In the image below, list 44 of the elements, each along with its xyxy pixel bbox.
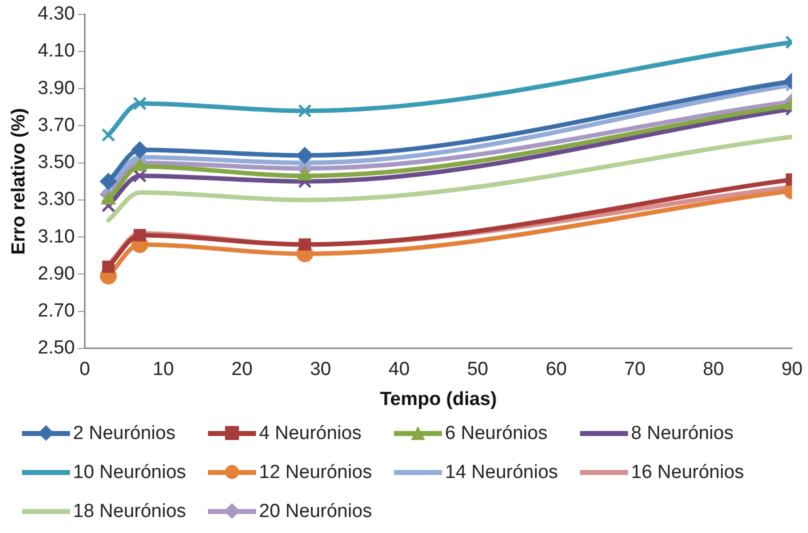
y-tick-label: 2.90 bbox=[38, 263, 75, 284]
x-axis-title: Tempo (dias) bbox=[380, 388, 497, 410]
point bbox=[296, 146, 314, 164]
y-axis-title: Erro relativo (%) bbox=[8, 108, 30, 255]
point bbox=[298, 156, 312, 170]
x-tick-label: 60 bbox=[546, 359, 567, 380]
legend-label: 6 Neurónios bbox=[445, 422, 548, 444]
legend-label: 20 Neurónios bbox=[259, 500, 372, 522]
point bbox=[101, 128, 116, 142]
y-tick-label: 2.70 bbox=[38, 300, 75, 322]
x-tick-label: 70 bbox=[624, 359, 646, 380]
point bbox=[102, 260, 115, 273]
x-tick-label: 30 bbox=[310, 359, 332, 380]
point bbox=[132, 96, 147, 110]
point bbox=[100, 172, 117, 190]
legend-label: 2 Neurónios bbox=[73, 422, 176, 444]
y-tick-label: 3.90 bbox=[38, 78, 75, 99]
x-tick-label: 20 bbox=[231, 359, 253, 380]
point bbox=[298, 104, 312, 118]
point bbox=[298, 238, 311, 251]
y-tick-label: 4.30 bbox=[38, 4, 75, 25]
legend-label: 18 Neurónios bbox=[73, 500, 186, 522]
y-tick-label: 3.70 bbox=[38, 114, 75, 136]
legend-label: 12 Neurónios bbox=[259, 462, 372, 484]
x-tick-label: 50 bbox=[467, 359, 488, 380]
legend-label: 16 Neurónios bbox=[631, 462, 744, 484]
legend-label: 8 Neurónios bbox=[631, 422, 734, 444]
x-tick-label: 0 bbox=[79, 359, 90, 380]
legend-label: 4 Neurónios bbox=[259, 422, 362, 444]
line-series bbox=[106, 134, 792, 223]
point bbox=[131, 141, 148, 158]
legend-label: 14 Neurónios bbox=[445, 462, 558, 484]
point bbox=[101, 198, 116, 212]
point bbox=[134, 229, 146, 242]
y-tick-label: 3.50 bbox=[38, 152, 75, 174]
x-tick-label: 10 bbox=[152, 359, 174, 380]
y-tick-label: 3.10 bbox=[38, 226, 75, 248]
legend-label: 10 Neurónios bbox=[73, 462, 186, 484]
y-tick-label: 2.50 bbox=[38, 338, 75, 359]
y-tick-label: 3.30 bbox=[38, 189, 75, 210]
x-tick-label: 90 bbox=[781, 359, 803, 380]
x-tick-label: 40 bbox=[388, 359, 410, 380]
y-tick-label: 4.10 bbox=[38, 40, 75, 62]
x-tick-label: 80 bbox=[702, 359, 724, 380]
